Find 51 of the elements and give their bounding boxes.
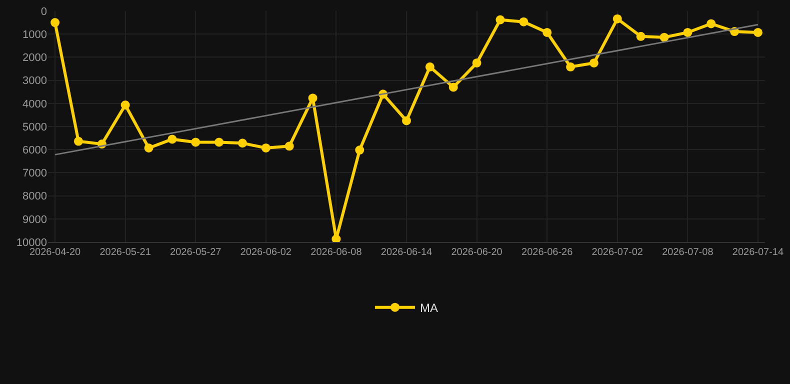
point [683,28,692,37]
point [144,143,154,152]
x-tick-label: 2026-06-20 [451,247,503,258]
point [355,146,364,155]
y-tick-label: 3000 [22,75,47,88]
point [566,62,576,72]
point [589,58,598,68]
x-tick-label: 2026-06-08 [310,247,362,258]
point [496,15,505,24]
x-tick-label: 2026-05-27 [170,247,222,258]
x-tick-label: 2026-04-20 [29,247,82,258]
point [425,62,434,72]
x-tick-label: 2026-06-26 [522,247,574,258]
point [542,28,552,37]
y-tick-label: 2000 [22,52,47,64]
point [706,19,716,28]
point [636,32,646,41]
x-tick-label: 2026-06-02 [240,247,292,258]
point [261,143,270,152]
point [472,58,482,68]
legend-label: MA [420,301,438,315]
point [284,142,294,151]
point [168,134,177,144]
point [519,17,528,26]
x-tick-label: 2026-07-02 [592,247,644,258]
y-tick-label: 8000 [22,190,47,203]
y-tick-label: 9000 [22,214,47,226]
x-tick-label: 2026-07-14 [732,247,784,258]
point [191,138,200,147]
point [660,32,669,42]
point [402,116,411,126]
point [448,82,458,92]
y-tick-label: 4000 [22,98,47,110]
y-tick-label: 6000 [22,144,47,156]
y-tick-label: 10000 [16,236,47,249]
point [308,94,318,103]
point [753,28,762,37]
x-tick-label: 2026-05-21 [100,247,152,258]
point [332,234,341,242]
y-tick-label: 5000 [22,121,47,134]
y-tick-label: 7000 [22,168,47,180]
point [214,138,224,147]
point [50,18,60,28]
point [238,138,247,148]
point [120,100,130,110]
x-tick-label: 2026-07-08 [662,247,714,258]
point [74,136,83,146]
x-tick-label: 2026-06-14 [380,247,433,258]
y-tick-label: 1000 [22,28,47,41]
point [612,14,622,24]
y-tick-label: 0 [40,6,47,18]
